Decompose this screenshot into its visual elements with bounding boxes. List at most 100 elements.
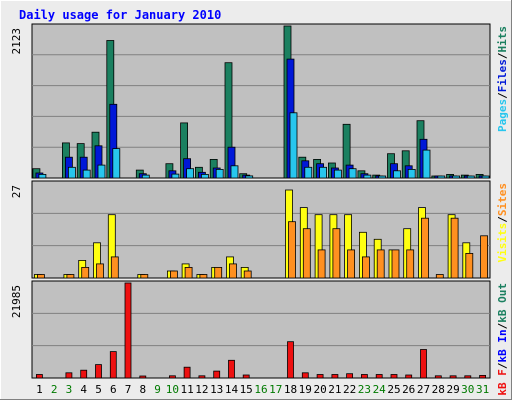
x-tick-label: 18 (284, 383, 297, 396)
legend-entry: kB In (496, 329, 509, 362)
legend-entry: Pages (496, 99, 509, 132)
bar-kb-f-day-14 (228, 359, 235, 379)
x-tick-label: 26 (402, 383, 415, 396)
bar-pages-day-26 (407, 168, 416, 179)
panel-requests-scale-label: 2123 (10, 28, 23, 55)
bar-kb-f-day-15 (242, 374, 250, 379)
bar-kb-f-day-5 (95, 364, 102, 379)
bar-pages-day-12 (200, 173, 209, 179)
bar-kb-f-day-29 (449, 375, 457, 379)
bar-pages-day-11 (186, 168, 195, 179)
bar-sites-day-13 (214, 266, 223, 279)
x-tick-label: 13 (210, 383, 223, 396)
bar-sites-day-31 (480, 235, 489, 279)
panel-kbytes: 21985 kB F/kB In/kB Out (10, 280, 509, 396)
bar-kb-f-day-18 (287, 341, 294, 379)
bar-sites-day-25 (391, 249, 400, 279)
bar-sites-day-23 (361, 256, 370, 279)
legend-entry: / (496, 92, 509, 99)
bar-pages-day-14 (230, 165, 239, 179)
x-tick-label: 27 (417, 383, 430, 396)
bar-pages-day-30 (466, 175, 475, 179)
bar-sites-day-8 (140, 274, 149, 279)
x-tick-label: 4 (80, 383, 87, 396)
bar-pages-day-8 (141, 174, 150, 179)
bar-pages-day-10 (171, 173, 180, 179)
bar-sites-day-24 (376, 249, 385, 279)
bar-kb-f-day-20 (316, 374, 324, 379)
legend-entry: / (496, 52, 509, 59)
bar-kb-f-day-1 (36, 374, 43, 379)
panel-visitors: 27 Visits/Sites (10, 180, 509, 279)
x-tick-label: 22 (343, 383, 356, 396)
legend-entry: Visits (496, 223, 509, 263)
bar-sites-day-21 (332, 228, 341, 279)
bar-sites-day-20 (317, 249, 326, 279)
x-tick-label: 5 (95, 383, 102, 396)
bar-pages-day-24 (378, 175, 387, 179)
bar-kb-f-day-4 (80, 369, 88, 379)
x-tick-label: 7 (125, 383, 132, 396)
bar-pages-day-29 (452, 175, 461, 179)
x-tick-label: 12 (195, 383, 208, 396)
x-tick-label: 16 (254, 383, 267, 396)
bar-pages-day-5 (97, 164, 106, 179)
bar-sites-day-18 (288, 221, 296, 279)
x-tick-label: 21 (328, 383, 341, 396)
bar-kb-f-day-8 (139, 375, 147, 379)
bar-sites-day-11 (184, 266, 193, 279)
chart-title: Daily usage for January 2010 (19, 8, 221, 22)
legend-entry: / (496, 322, 509, 329)
bar-kb-f-day-23 (360, 374, 368, 379)
bar-kb-f-day-6 (109, 351, 117, 379)
bar-sites-day-19 (302, 228, 311, 279)
bar-pages-day-25 (393, 170, 401, 179)
legend-entry: Hits (496, 26, 509, 53)
panel-kbytes-scale-label: 21985 (10, 285, 23, 318)
bar-sites-day-22 (347, 249, 356, 279)
bar-kb-f-day-22 (346, 373, 354, 379)
bar-pages-day-1 (38, 173, 47, 179)
legend-entry: Sites (496, 183, 509, 216)
legend-entry: / (496, 362, 509, 369)
bar-sites-day-28 (435, 274, 444, 279)
x-tick-label: 20 (313, 383, 326, 396)
x-tick-label: 2 (51, 383, 58, 396)
bar-sites-day-30 (465, 252, 474, 279)
bar-pages-day-27 (422, 149, 431, 179)
bar-pages-day-21 (333, 169, 342, 179)
panel-kbytes-legend: kB F/kB In/kB Out (496, 283, 509, 396)
bar-sites-day-29 (450, 217, 459, 279)
x-tick-label: 10 (166, 383, 179, 396)
x-tick-label: 19 (299, 383, 312, 396)
x-tick-label: 29 (446, 383, 459, 396)
bar-sites-day-3 (66, 274, 75, 279)
bar-pages-day-3 (68, 166, 76, 179)
panel-requests-legend: Pages/Files/Hits (496, 26, 509, 132)
legend-entry: kB F (496, 369, 509, 396)
x-tick-label: 14 (225, 383, 239, 396)
x-tick-label: 30 (461, 383, 474, 396)
bar-sites-day-6 (110, 256, 119, 279)
bar-sites-day-1 (37, 274, 45, 279)
bar-sites-day-12 (199, 274, 208, 279)
bar-kb-f-day-3 (65, 372, 73, 379)
legend-entry: Files (496, 59, 509, 92)
x-tick-label: 9 (154, 383, 161, 396)
bar-kb-f-day-7 (124, 282, 132, 379)
bar-pages-day-31 (481, 175, 490, 179)
bar-kb-f-day-25 (390, 374, 398, 379)
x-tick-label: 17 (269, 383, 282, 396)
bar-kb-f-day-19 (301, 372, 309, 379)
bar-sites-day-14 (229, 263, 237, 279)
bar-kb-f-day-12 (198, 375, 206, 379)
bar-pages-day-19 (304, 166, 313, 179)
panel-visitors-scale-label: 27 (10, 185, 23, 198)
bar-sites-day-27 (421, 217, 429, 279)
x-axis-day-labels: 1 2 3 4 5 6 7 8 9 10 11 12 13 14 15 16 17 18 19 20 21 22 23 24 2… (36, 383, 489, 396)
bar-pages-day-23 (363, 174, 372, 179)
panel-visitors-legend: Visits/Sites (496, 183, 509, 263)
bar-kb-f-day-28 (434, 375, 442, 379)
bar-kb-f-day-11 (183, 366, 191, 379)
